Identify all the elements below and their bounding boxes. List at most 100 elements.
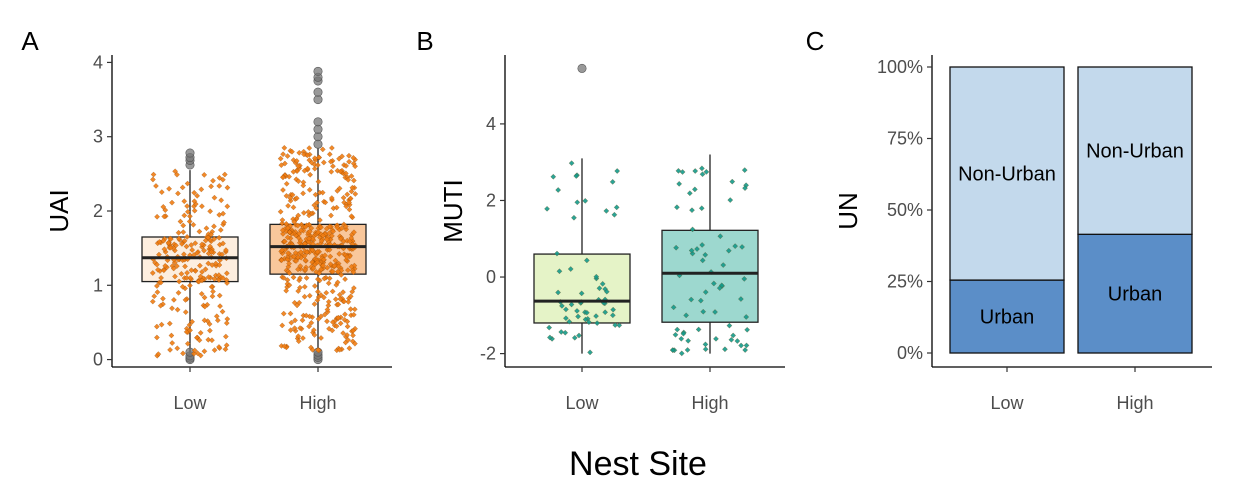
- jitter-point: [189, 319, 195, 325]
- jitter-point: [174, 263, 180, 269]
- jitter-point: [342, 311, 348, 318]
- jitter-point: [321, 275, 328, 282]
- jitter-point: [223, 342, 230, 349]
- jitter-point: [316, 154, 322, 161]
- jitter-point: [293, 158, 300, 164]
- jitter-point: [291, 253, 297, 260]
- jitter-point: [224, 184, 231, 191]
- jitter-point: [346, 158, 352, 165]
- jitter-point: [343, 257, 349, 263]
- jitter-point: [348, 188, 355, 195]
- jitter-point: [217, 227, 224, 233]
- jitter-point: [324, 318, 330, 325]
- jitter-point: [299, 317, 306, 324]
- jitter-point: [680, 330, 687, 337]
- panel-letter: B: [416, 26, 433, 56]
- jitter-point: [201, 348, 208, 355]
- jitter-point: [320, 262, 326, 269]
- jitter-point: [343, 163, 349, 169]
- jitter-point: [203, 225, 210, 232]
- jitter-point: [315, 178, 322, 185]
- jitter-point: [298, 227, 304, 234]
- jitter-point: [290, 168, 297, 175]
- jitter-point: [351, 229, 357, 236]
- jitter-point: [197, 262, 203, 269]
- jitter-point: [305, 209, 312, 215]
- jitter-point: [345, 337, 351, 343]
- jitter-point: [281, 145, 288, 151]
- jitter-point: [307, 171, 313, 178]
- outlier-point: [313, 66, 323, 76]
- jitter-point: [286, 229, 293, 235]
- jitter-point: [594, 320, 600, 326]
- jitter-point: [336, 292, 343, 298]
- jitter-point: [573, 173, 580, 179]
- jitter-point: [160, 237, 167, 244]
- jitter-point: [688, 296, 694, 303]
- jitter-point: [586, 319, 592, 325]
- jitter-point: [575, 313, 581, 320]
- jitter-point: [185, 209, 191, 215]
- y-tick-label: 0: [486, 267, 496, 287]
- jitter-point: [154, 289, 161, 295]
- jitter-point: [187, 275, 194, 281]
- y-tick-label: 4: [93, 52, 103, 72]
- jitter-point: [328, 158, 334, 165]
- jitter-point: [222, 171, 228, 178]
- jitter-point: [304, 152, 311, 159]
- jitter-point: [315, 316, 322, 322]
- panel-b: B MUTI Low High -2 0 2 4: [416, 26, 785, 413]
- jitter-point: [327, 261, 334, 267]
- jitter-point: [337, 236, 344, 242]
- jitter-point: [319, 189, 326, 196]
- jitter-point: [175, 229, 182, 236]
- jitter-point: [177, 218, 184, 225]
- jitter-point: [283, 193, 290, 199]
- jitter-point: [604, 288, 610, 295]
- jitter-point: [559, 303, 565, 309]
- x-tick-label: High: [299, 393, 336, 413]
- jitter-point: [182, 309, 189, 315]
- bar-segment-label: Non-Urban: [958, 164, 1056, 186]
- jitter-point: [571, 215, 577, 221]
- jitter-point: [304, 165, 311, 172]
- jitter-point: [169, 305, 175, 312]
- jitter-point: [699, 171, 706, 177]
- jitter-point: [324, 264, 331, 271]
- jitter-point: [319, 146, 326, 153]
- jitter-point: [311, 161, 318, 168]
- jitter-point: [181, 198, 188, 205]
- jitter-point: [281, 238, 288, 245]
- jitter-point: [555, 289, 561, 296]
- jitter-point: [302, 284, 308, 290]
- jitter-point: [216, 292, 223, 299]
- jitter-point: [180, 350, 186, 357]
- jitter-point: [287, 310, 294, 317]
- jitter-point: [326, 230, 333, 237]
- jitter-point: [326, 275, 333, 282]
- jitter-point: [312, 191, 319, 198]
- jitter-point: [333, 296, 339, 303]
- jitter-point: [293, 176, 300, 183]
- jitter-point: [582, 316, 589, 323]
- jitter-point: [289, 148, 295, 155]
- jitter-point: [333, 323, 340, 329]
- jitter-point: [344, 318, 351, 325]
- bar-segment-label: Urban: [980, 307, 1034, 329]
- jitter-point: [337, 296, 344, 302]
- jitter-point: [220, 275, 226, 281]
- jitter-point: [698, 297, 704, 304]
- jitter-point: [194, 250, 200, 256]
- jitter-point: [183, 275, 190, 281]
- y-tick-label: 2: [93, 201, 103, 221]
- jitter-point: [574, 199, 581, 206]
- bar-segment-non-urban: [1077, 66, 1193, 235]
- jitter-point: [593, 313, 599, 319]
- jitter-point: [698, 205, 705, 212]
- jitter-point: [314, 249, 321, 255]
- jitter-point: [192, 240, 199, 246]
- y-tick-label: 0%: [897, 343, 923, 363]
- jitter-point: [151, 293, 158, 299]
- y-tick-label: 100%: [877, 57, 923, 77]
- jitter-point: [191, 207, 198, 214]
